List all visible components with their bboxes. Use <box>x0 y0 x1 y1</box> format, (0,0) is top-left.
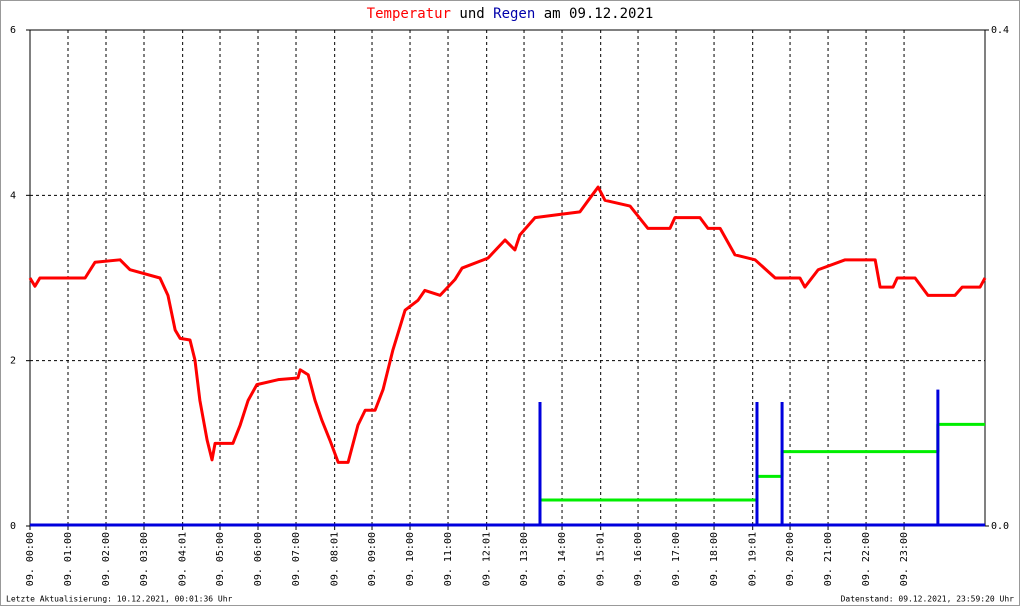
x-tick-label: 09. 08:01 <box>330 532 341 586</box>
x-tick-label: 09. 04:01 <box>178 532 189 586</box>
x-tick-label: 09. 00:00 <box>25 532 36 586</box>
x-tick-label: 09. 01:00 <box>63 532 74 586</box>
data-line <box>28 185 987 464</box>
title-part: Regen <box>493 6 535 22</box>
rain-bar <box>936 389 940 526</box>
x-tick-label: 09. 19:01 <box>748 532 759 586</box>
x-tick-label: 09. 16:00 <box>633 532 644 586</box>
x-tick-label: 09. 07:00 <box>291 532 302 586</box>
chart-title: Temperatur und Regen am 09.12.2021 <box>367 6 654 22</box>
rain-bar <box>538 402 542 526</box>
x-tick-label: 09. 05:00 <box>215 532 226 586</box>
title-part: Temperatur <box>367 6 451 22</box>
x-tick-label: 09. 21:00 <box>823 532 834 586</box>
rain-bar <box>780 402 784 526</box>
y2-tick-label: 0.4 <box>991 25 1009 36</box>
x-tick-label: 09. 17:00 <box>671 532 682 586</box>
x-tick-label: 09. 22:00 <box>861 532 872 586</box>
title-part: und <box>459 6 484 22</box>
x-tick-label: 09. 09:00 <box>367 532 378 586</box>
x-tick-label: 09. 20:00 <box>785 532 796 586</box>
y-tick-label: 0 <box>10 521 16 532</box>
x-tick-label: 09. 11:00 <box>443 532 454 586</box>
footer-right: Datenstand: 09.12.2021, 23:59:20 Uhr <box>841 595 1015 604</box>
footer-left: Letzte Aktualisierung: 10.12.2021, 00:01… <box>6 595 233 604</box>
x-tick-label: 09. 23:00 <box>899 532 910 586</box>
y2-tick-label: 0.0 <box>991 521 1009 532</box>
x-tick-label: 09. 14:00 <box>557 532 568 586</box>
x-tick-label: 09. 10:00 <box>405 532 416 586</box>
x-tick-label: 09. 18:00 <box>709 532 720 586</box>
x-tick-label: 09. 06:00 <box>253 532 264 586</box>
x-tick-label: 09. 03:00 <box>139 532 150 586</box>
y-tick-label: 6 <box>10 25 16 36</box>
rain-bar <box>755 402 759 526</box>
x-tick-label: 09. 15:01 <box>596 532 607 586</box>
x-tick-label: 09. 12:01 <box>482 532 493 586</box>
y-tick-label: 4 <box>10 190 16 201</box>
x-tick-label: 09. 13:00 <box>519 532 530 586</box>
x-tick-label: 09. 02:00 <box>101 532 112 586</box>
y-tick-label: 2 <box>10 356 16 367</box>
title-part: am 09.12.2021 <box>544 6 654 22</box>
